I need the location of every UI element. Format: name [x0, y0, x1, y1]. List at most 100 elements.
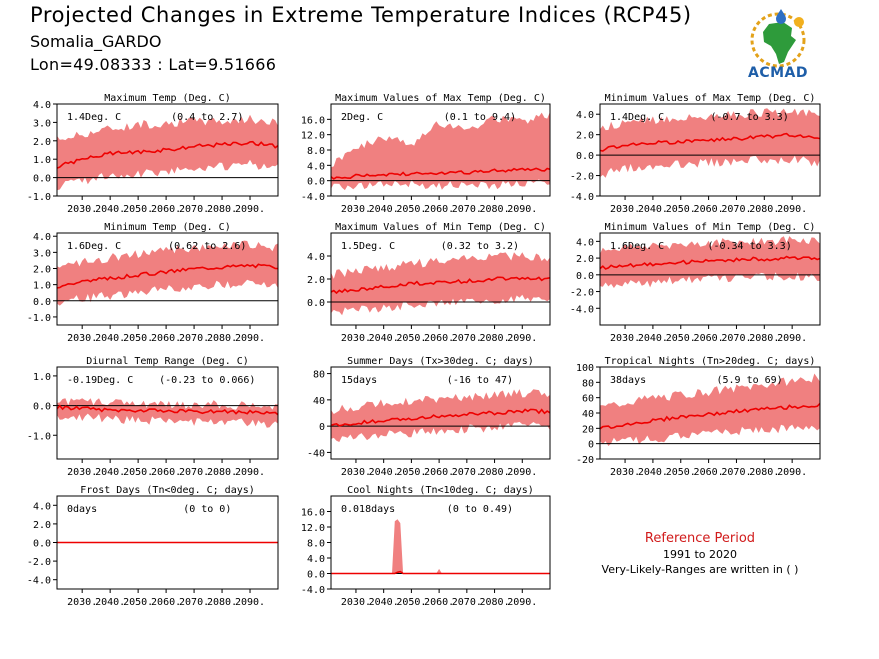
- x-tick-label: 2060.: [424, 597, 454, 608]
- x-tick-label: 2050.: [396, 204, 426, 215]
- x-tick-label: 2030.: [341, 597, 371, 608]
- x-tick-label: 2070.: [452, 333, 482, 344]
- x-tick-label: 2040.: [95, 467, 125, 478]
- y-tick-label: 8.0: [307, 146, 325, 157]
- y-tick-label: 16.0: [301, 508, 325, 519]
- y-tick-label: 0.0: [33, 539, 51, 550]
- y-tick-label: 100: [576, 363, 594, 374]
- x-tick-label: 2080.: [207, 204, 237, 215]
- x-tick-label: 2040.: [369, 467, 399, 478]
- mean-line: [331, 570, 550, 575]
- x-tick-label: 2090.: [507, 467, 537, 478]
- panel-annotation: -0.19Deg. C: [67, 375, 133, 386]
- x-tick-label: 2090.: [235, 204, 265, 215]
- panel-range: (-0.7 to 3.3): [710, 112, 788, 123]
- x-tick-label: 2060.: [151, 333, 181, 344]
- x-tick-label: 2060.: [424, 204, 454, 215]
- uncertainty-band: [331, 519, 550, 574]
- mean-line: [56, 263, 279, 289]
- y-tick-label: 0.0: [307, 570, 325, 581]
- x-tick-label: 2050.: [123, 597, 153, 608]
- x-tick-label: 2090.: [507, 333, 537, 344]
- plot-frame: [599, 103, 821, 197]
- y-tick-label: 3.0: [33, 118, 51, 129]
- y-tick-label: -4.0: [301, 192, 325, 203]
- mean-line: [56, 140, 279, 169]
- y-tick-label: 4.0: [307, 161, 325, 172]
- x-tick-label: 2050.: [396, 597, 426, 608]
- x-tick-label: 2060.: [694, 333, 724, 344]
- x-tick-label: 2070.: [721, 333, 751, 344]
- x-tick-label: 2090.: [235, 333, 265, 344]
- panel-range: (0 to 0): [183, 504, 231, 515]
- panel-annotation: 15days: [341, 375, 377, 386]
- y-tick-label: 4.0: [307, 252, 325, 263]
- x-tick-label: 2030.: [67, 333, 97, 344]
- panel-title: Minimum Values of Max Temp (Deg. C): [605, 93, 816, 104]
- x-tick-label: 2050.: [123, 467, 153, 478]
- y-tick-label: -40: [307, 448, 325, 459]
- x-tick-label: 2040.: [95, 333, 125, 344]
- panel-annotation: 0.018days: [341, 504, 395, 515]
- x-tick-label: 2080.: [207, 467, 237, 478]
- x-tick-label: 2090.: [777, 467, 807, 478]
- x-tick-label: 2060.: [694, 204, 724, 215]
- y-tick-label: -1.0: [27, 192, 51, 203]
- x-tick-label: 2050.: [396, 333, 426, 344]
- mean-line: [599, 132, 821, 152]
- y-tick-label: 4.0: [33, 501, 51, 512]
- x-tick-label: 2060.: [424, 467, 454, 478]
- y-tick-label: 8.0: [307, 539, 325, 550]
- y-tick-label: 40: [313, 396, 325, 407]
- x-tick-label: 2030.: [610, 467, 640, 478]
- y-tick-label: 0.0: [576, 271, 594, 282]
- y-tick-label: 4.0: [576, 110, 594, 121]
- y-tick-label: 12.0: [301, 523, 325, 534]
- x-tick-label: 2060.: [424, 333, 454, 344]
- x-tick-label: 2080.: [480, 597, 510, 608]
- x-tick-label: 2070.: [179, 467, 209, 478]
- panel-annotation: 0days: [67, 504, 97, 515]
- y-tick-label: -4.0: [570, 192, 594, 203]
- y-tick-label: 2.0: [307, 275, 325, 286]
- x-tick-label: 2060.: [151, 597, 181, 608]
- y-tick-label: 1.0: [33, 281, 51, 292]
- y-tick-label: 0: [588, 440, 594, 451]
- uncertainty-band: [331, 252, 550, 316]
- y-tick-label: 0.0: [307, 177, 325, 188]
- y-tick-label: -1.0: [27, 431, 51, 442]
- y-tick-label: 4.0: [576, 237, 594, 248]
- y-tick-label: 4.0: [33, 100, 51, 111]
- panel-title: Tropical Nights (Tn>20deg. C; days): [605, 356, 816, 367]
- reference-period-years: 1991 to 2020: [662, 548, 738, 561]
- plot-frame: [56, 103, 279, 197]
- page-title: Projected Changes in Extreme Temperature…: [30, 3, 692, 27]
- location-label: Somalia_GARDO: [30, 32, 162, 51]
- panel-title: Maximum Values of Min Temp (Deg. C): [335, 222, 546, 233]
- x-tick-label: 2070.: [179, 204, 209, 215]
- y-tick-label: 20: [582, 424, 594, 435]
- y-tick-label: -20: [576, 455, 594, 466]
- panel-title: Diurnal Temp Range (Deg. C): [86, 356, 249, 367]
- x-tick-label: 2090.: [235, 467, 265, 478]
- x-tick-label: 2050.: [123, 333, 153, 344]
- panel-range: (-0.34 to 3.3): [707, 241, 791, 252]
- x-tick-label: 2060.: [151, 467, 181, 478]
- y-tick-label: 2.0: [33, 265, 51, 276]
- y-tick-label: 1.0: [33, 372, 51, 383]
- panel-range: (0.62 to 2.6): [168, 241, 246, 252]
- x-tick-label: 2080.: [749, 204, 779, 215]
- x-tick-label: 2080.: [207, 597, 237, 608]
- x-tick-label: 2070.: [452, 467, 482, 478]
- y-tick-label: -2.0: [570, 288, 594, 299]
- y-tick-label: 0.0: [33, 402, 51, 413]
- x-tick-label: 2080.: [480, 333, 510, 344]
- uncertainty-band: [57, 114, 278, 191]
- panel-annotation: 38days: [610, 375, 646, 386]
- x-tick-label: 2030.: [67, 467, 97, 478]
- x-tick-label: 2070.: [452, 204, 482, 215]
- y-tick-label: 4.0: [33, 232, 51, 243]
- panel-range: (0.32 to 3.2): [441, 241, 519, 252]
- panel-annotation: 1.4Deg. C: [610, 112, 664, 123]
